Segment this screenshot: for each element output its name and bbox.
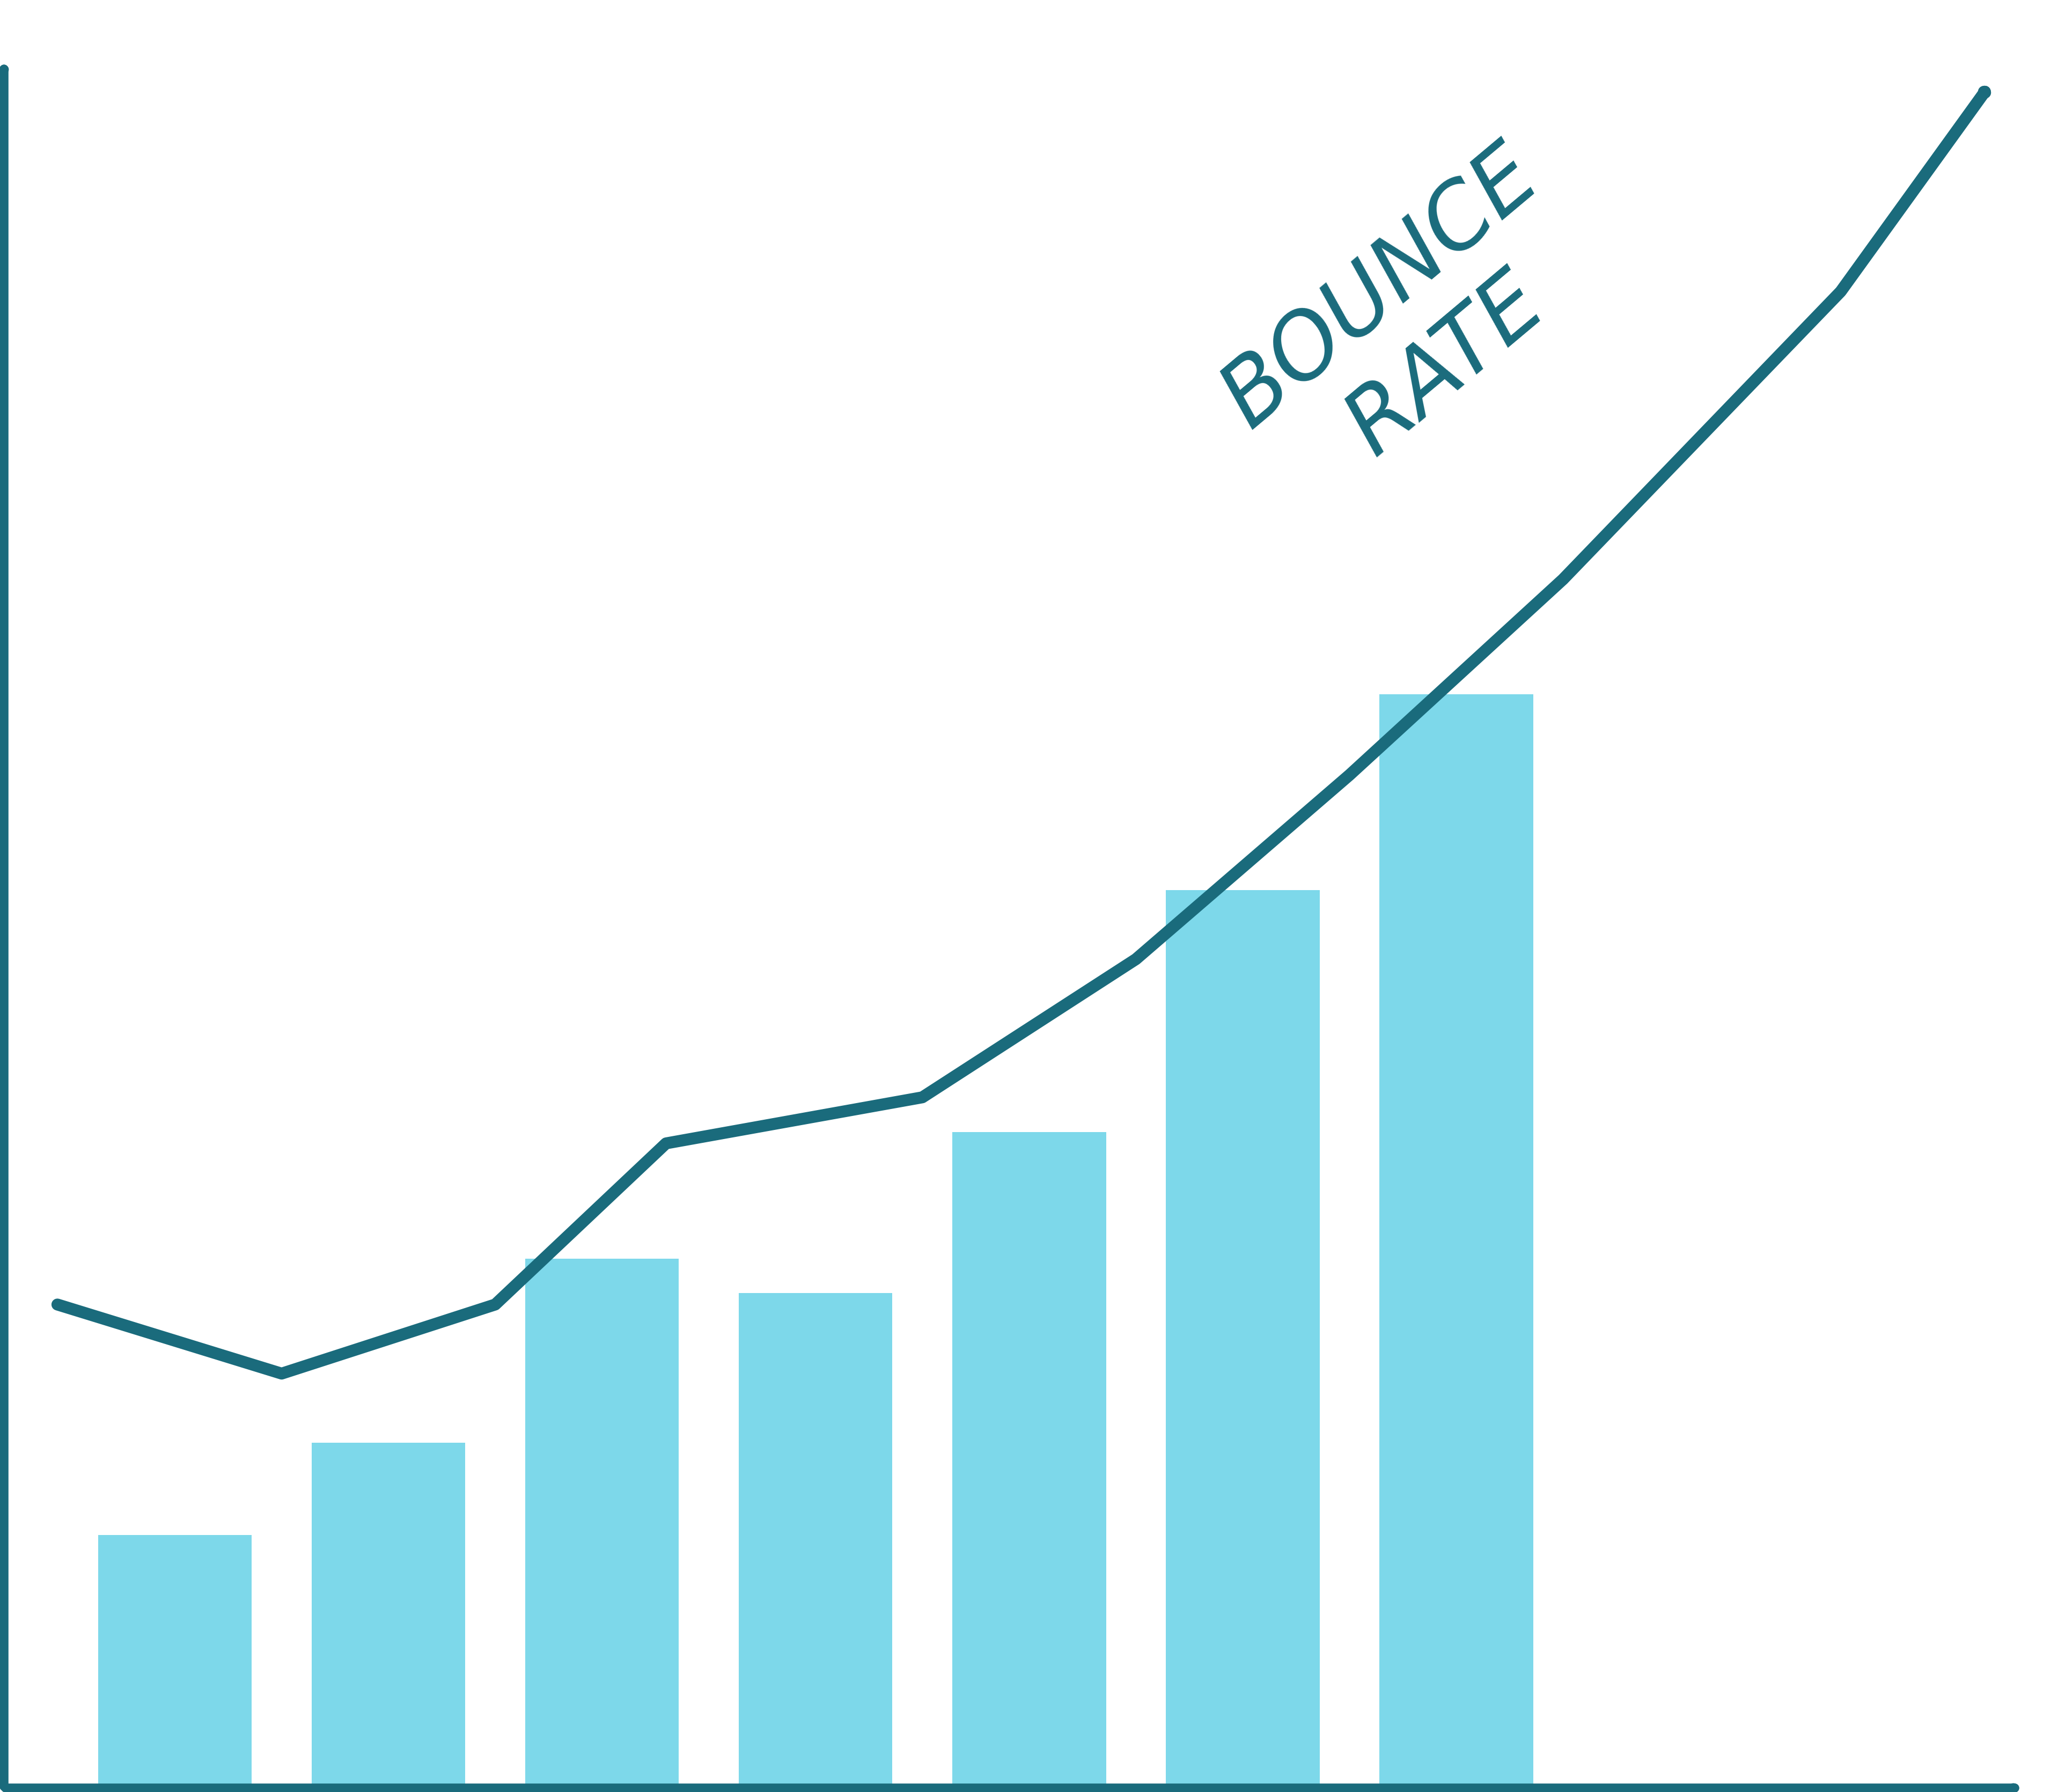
Bar [99,1534,251,1788]
Text: BOUNCE
RATE: BOUNCE RATE [1206,131,1622,521]
Bar [1379,695,1533,1788]
Bar [311,1443,465,1788]
Bar [739,1294,893,1788]
Bar [525,1258,679,1788]
Bar [953,1133,1105,1788]
Bar [1165,891,1319,1788]
